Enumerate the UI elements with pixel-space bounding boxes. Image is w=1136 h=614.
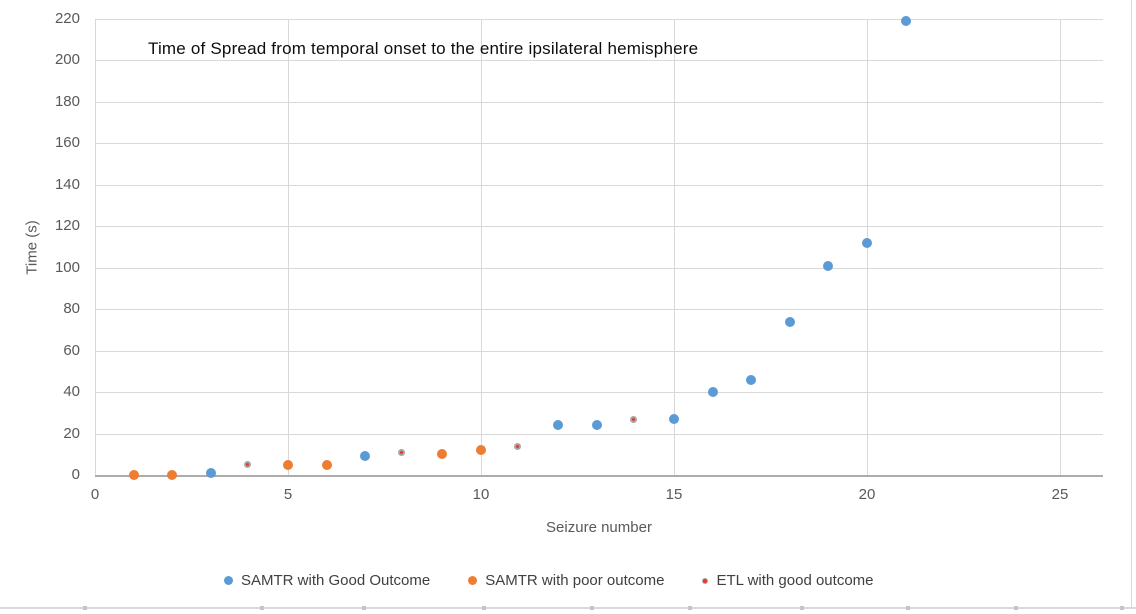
y-tick-label: 220 [54, 10, 80, 27]
data-point[interactable] [205, 467, 216, 478]
h-gridline [95, 101, 1103, 103]
y-tick-label: 140 [54, 175, 80, 193]
data-point[interactable] [321, 459, 332, 470]
data-point[interactable] [514, 442, 522, 450]
h-gridline [95, 350, 1103, 352]
x-tick-label: 25 [1051, 486, 1069, 503]
legend-label: SAMTR with Good Outcome [241, 572, 431, 589]
x-tick-label: 0 [90, 486, 100, 503]
data-point[interactable] [591, 420, 602, 431]
h-gridline [95, 267, 1103, 269]
legend-label: SAMTR with poor outcome [485, 572, 665, 589]
data-point[interactable] [360, 451, 371, 462]
data-point[interactable] [476, 445, 486, 456]
worksheet-column-tick [800, 606, 804, 610]
y-tick-label: 20 [63, 424, 80, 442]
h-gridline [95, 19, 1103, 20]
worksheet-column-tick [362, 606, 366, 610]
v-gridline [1060, 19, 1061, 475]
worksheet-gridline [0, 607, 1136, 609]
legend-marker-icon [468, 576, 478, 585]
x-tick-label: 5 [283, 486, 293, 503]
h-gridline [95, 392, 1103, 394]
h-gridline [95, 184, 1103, 186]
x-tick-label: 15 [665, 486, 683, 503]
y-tick-label: 160 [54, 134, 80, 152]
v-gridline [481, 19, 482, 475]
y-tick-label: 100 [54, 258, 80, 276]
data-point[interactable] [900, 16, 911, 27]
worksheet-column-tick [1014, 606, 1018, 610]
h-gridline [95, 60, 1103, 62]
legend-item-etl-good[interactable]: ETL with good outcome [702, 572, 874, 589]
x-axis-title: Seizure number [546, 519, 652, 536]
data-point[interactable] [784, 316, 795, 327]
worksheet-column-tick [482, 606, 486, 610]
x-tick-label: 10 [472, 486, 490, 503]
worksheet-column-tick [1120, 606, 1124, 610]
chart-title[interactable]: Time of Spread from temporal onset to th… [148, 39, 699, 58]
v-gridline [95, 19, 96, 475]
h-gridline [95, 309, 1103, 311]
worksheet-column-tick [906, 606, 910, 610]
y-tick-label: 200 [54, 51, 80, 69]
data-point[interactable] [437, 449, 448, 460]
y-axis-title: Time (s) [23, 220, 41, 275]
worksheet-column-tick [260, 606, 264, 610]
y-tick-label: 0 [71, 466, 80, 483]
y-tick-label: 60 [63, 341, 80, 359]
y-tick-label: 80 [63, 300, 80, 318]
legend-item-samtr-good[interactable]: SAMTR with Good Outcome [224, 572, 430, 589]
data-point[interactable] [669, 414, 679, 425]
worksheet-column-tick [688, 606, 692, 610]
data-point[interactable] [283, 459, 293, 470]
h-gridline [95, 143, 1103, 145]
y-tick-label: 180 [54, 92, 80, 110]
h-gridline [95, 433, 1103, 435]
data-point[interactable] [243, 461, 251, 469]
x-tick-label: 20 [858, 486, 876, 503]
y-tick-label: 40 [63, 383, 80, 401]
worksheet-gridline-right [1131, 0, 1132, 608]
worksheet-column-tick [83, 606, 87, 610]
data-point[interactable] [128, 470, 139, 480]
v-gridline [288, 19, 289, 475]
legend-marker-icon [702, 577, 709, 584]
legend-marker-icon [224, 576, 233, 585]
data-point[interactable] [167, 470, 178, 480]
y-tick-label: 120 [54, 217, 80, 235]
data-point[interactable] [823, 260, 834, 271]
v-gridline [674, 19, 675, 475]
worksheet-column-tick [590, 606, 594, 610]
h-gridline [95, 226, 1103, 228]
data-point[interactable] [398, 448, 406, 456]
legend: SAMTR with Good Outcome SAMTR with poor … [224, 572, 874, 589]
data-point[interactable] [629, 415, 637, 423]
data-point[interactable] [862, 237, 872, 248]
legend-label: ETL with good outcome [716, 572, 874, 589]
x-axis-line [95, 474, 1103, 477]
data-point[interactable] [707, 387, 718, 398]
data-point[interactable] [553, 420, 564, 431]
legend-item-samtr-poor[interactable]: SAMTR with poor outcome [468, 572, 664, 589]
data-point[interactable] [746, 374, 757, 385]
